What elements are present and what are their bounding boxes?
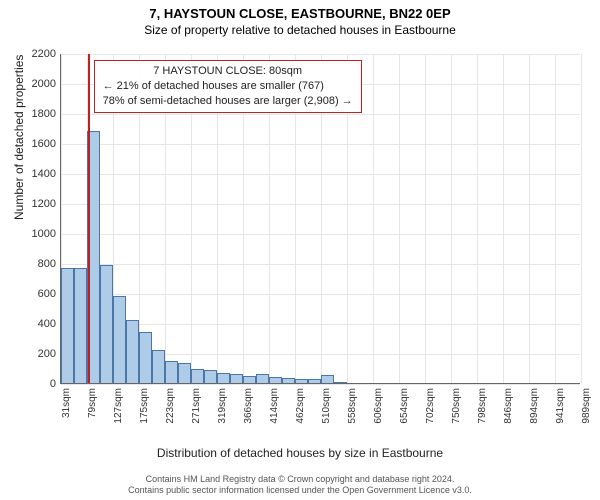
- y-tick-label: 1600: [16, 138, 56, 150]
- x-tick-label: 175sqm: [139, 388, 150, 424]
- histogram-bar: [230, 374, 243, 383]
- histogram-bar: [282, 378, 295, 383]
- histogram-bar: [113, 296, 126, 383]
- x-tick-label: 941sqm: [555, 388, 566, 424]
- plot-area: 0200400600800100012001400160018002000220…: [60, 54, 580, 384]
- x-tick-label: 798sqm: [477, 388, 488, 424]
- grid-line-v: [581, 54, 582, 383]
- x-tick-label: 414sqm: [269, 388, 280, 424]
- x-tick-label: 510sqm: [321, 388, 332, 424]
- footer-line: Contains HM Land Registry data © Crown c…: [0, 474, 600, 485]
- y-tick-label: 1000: [16, 228, 56, 240]
- page-subtitle: Size of property relative to detached ho…: [0, 23, 600, 37]
- chart: 0200400600800100012001400160018002000220…: [60, 54, 580, 414]
- grid-line-h: [61, 384, 580, 385]
- histogram-bar: [100, 265, 113, 384]
- x-tick-label: 989sqm: [581, 388, 592, 424]
- y-tick-label: 1400: [16, 168, 56, 180]
- y-tick-label: 1800: [16, 108, 56, 120]
- x-tick-label: 79sqm: [87, 388, 98, 418]
- grid-line-v: [529, 54, 530, 383]
- y-tick-label: 600: [16, 288, 56, 300]
- page-title: 7, HAYSTOUN CLOSE, EASTBOURNE, BN22 0EP: [0, 0, 600, 21]
- histogram-bar: [321, 375, 334, 383]
- x-tick-label: 462sqm: [295, 388, 306, 424]
- y-tick-label: 2200: [16, 48, 56, 60]
- histogram-bar: [191, 369, 204, 383]
- x-tick-label: 750sqm: [451, 388, 462, 424]
- callout-line: 78% of semi-detached houses are larger (…: [103, 94, 353, 109]
- y-tick-label: 800: [16, 258, 56, 270]
- x-axis-label: Distribution of detached houses by size …: [0, 446, 600, 460]
- callout-line: 7 HAYSTOUN CLOSE: 80sqm: [103, 64, 353, 79]
- histogram-bar: [204, 370, 217, 383]
- histogram-bar: [61, 268, 74, 384]
- x-tick-label: 702sqm: [425, 388, 436, 424]
- histogram-bar: [74, 268, 87, 384]
- histogram-bar: [269, 377, 282, 383]
- y-tick-label: 1200: [16, 198, 56, 210]
- histogram-bar: [256, 374, 269, 383]
- callout-line: ← 21% of detached houses are smaller (76…: [103, 79, 353, 94]
- x-tick-label: 366sqm: [243, 388, 254, 424]
- x-tick-label: 319sqm: [217, 388, 228, 424]
- grid-line-v: [503, 54, 504, 383]
- callout-box: 7 HAYSTOUN CLOSE: 80sqm← 21% of detached…: [94, 60, 362, 113]
- histogram-bar: [152, 350, 165, 383]
- y-tick-label: 2000: [16, 78, 56, 90]
- histogram-bar: [165, 361, 178, 384]
- x-tick-label: 606sqm: [373, 388, 384, 424]
- y-tick-label: 200: [16, 348, 56, 360]
- y-tick-label: 0: [16, 378, 56, 390]
- grid-line-v: [477, 54, 478, 383]
- grid-line-v: [399, 54, 400, 383]
- histogram-bar: [243, 376, 256, 384]
- grid-line-v: [373, 54, 374, 383]
- y-tick-label: 400: [16, 318, 56, 330]
- x-tick-label: 654sqm: [399, 388, 410, 424]
- grid-line-v: [451, 54, 452, 383]
- grid-line-v: [555, 54, 556, 383]
- histogram-bar: [334, 382, 347, 384]
- x-tick-label: 31sqm: [61, 388, 72, 418]
- x-tick-label: 271sqm: [191, 388, 202, 424]
- property-marker-line: [88, 54, 90, 383]
- x-tick-label: 223sqm: [165, 388, 176, 424]
- x-tick-label: 846sqm: [503, 388, 514, 424]
- histogram-bar: [295, 379, 308, 383]
- x-tick-label: 558sqm: [347, 388, 358, 424]
- grid-line-v: [425, 54, 426, 383]
- x-tick-label: 894sqm: [529, 388, 540, 424]
- x-tick-label: 127sqm: [113, 388, 124, 424]
- histogram-bar: [126, 320, 139, 383]
- footer-line: Contains public sector information licen…: [0, 485, 600, 496]
- footer-attribution: Contains HM Land Registry data © Crown c…: [0, 474, 600, 497]
- histogram-bar: [139, 332, 152, 383]
- histogram-bar: [217, 373, 230, 384]
- histogram-bar: [178, 363, 191, 383]
- histogram-bar: [308, 379, 321, 383]
